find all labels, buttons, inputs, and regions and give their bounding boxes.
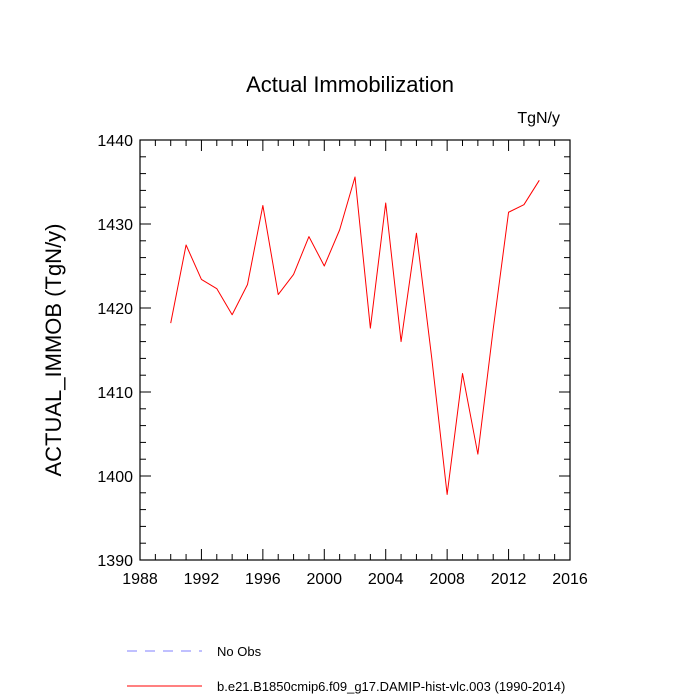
- axis-tick-labels: 1988 1992 1996 2000 2004 2008 2012 2016 1390 1400…: [97, 133, 587, 588]
- x-tick-label: 2012: [491, 571, 527, 588]
- y-tick-label: 1430: [97, 217, 133, 234]
- x-tick-label: 2008: [429, 571, 465, 588]
- y-axis-label: ACTUAL_IMMOB (TgN/y): [41, 223, 66, 476]
- series-layer: [170, 176, 540, 495]
- y-tick-label: 1400: [97, 469, 133, 486]
- legend: No Obs b.e21.B1850cmip6.f09_g17.DAMIP-hi…: [127, 644, 565, 694]
- x-tick-label: 1996: [245, 571, 281, 588]
- series-line: [170, 176, 540, 495]
- chart-title: Actual Immobilization: [246, 72, 454, 97]
- y-tick-label: 1410: [97, 385, 133, 402]
- x-tick-label: 2016: [552, 571, 588, 588]
- axis-ticks: [139, 139, 571, 561]
- plot-frame: [139, 139, 571, 561]
- y-tick-label: 1440: [97, 133, 133, 150]
- x-tick-label: 2000: [306, 571, 342, 588]
- x-tick-label: 1992: [184, 571, 220, 588]
- legend-label-model: b.e21.B1850cmip6.f09_g17.DAMIP-hist-vlc.…: [217, 679, 565, 694]
- units-label: TgN/y: [517, 110, 560, 127]
- x-tick-label: 2004: [368, 571, 404, 588]
- y-tick-label: 1390: [97, 553, 133, 570]
- x-tick-label: 1988: [122, 571, 158, 588]
- y-tick-label: 1420: [97, 301, 133, 318]
- legend-label-no-obs: No Obs: [217, 644, 262, 659]
